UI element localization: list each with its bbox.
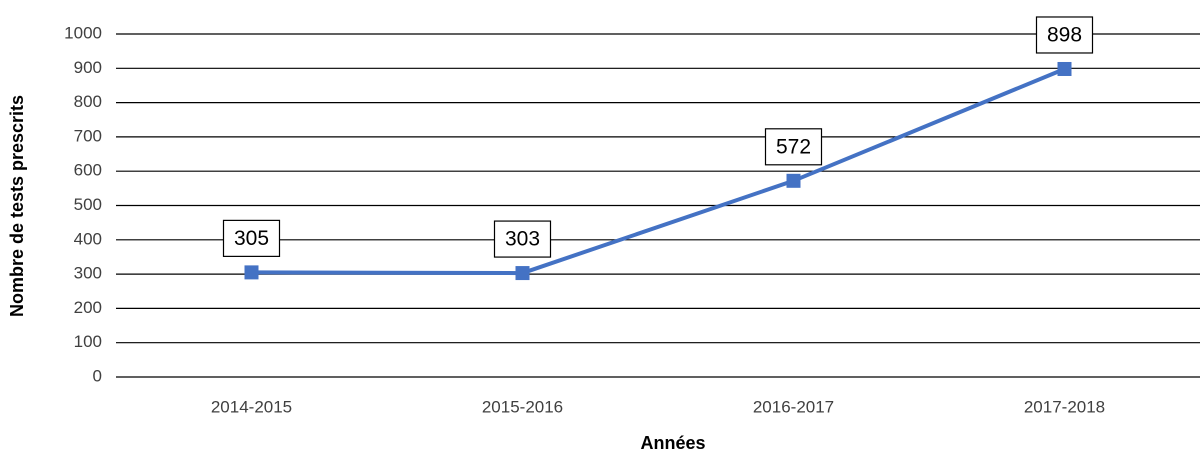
y-tick-label: 100 bbox=[74, 332, 102, 351]
y-tick-label: 1000 bbox=[64, 23, 102, 42]
data-label-box bbox=[1035, 16, 1094, 54]
data-label: 303 bbox=[505, 228, 540, 251]
y-tick-label: 200 bbox=[74, 298, 102, 317]
x-tick-label: 2014-2015 bbox=[211, 397, 292, 416]
x-axis-title: Années bbox=[640, 433, 705, 453]
y-tick-label: 400 bbox=[74, 229, 102, 248]
data-point bbox=[786, 173, 801, 188]
y-tick-label: 900 bbox=[74, 58, 102, 77]
data-line bbox=[251, 67, 1066, 276]
y-axis-title: Nombre de tests prescrits bbox=[7, 95, 27, 317]
data-label-box bbox=[222, 219, 281, 257]
y-tick-label: 300 bbox=[74, 264, 102, 283]
y-tick-label: 0 bbox=[93, 366, 102, 385]
x-tick-label: 2015-2016 bbox=[482, 397, 563, 416]
y-tick-label: 800 bbox=[74, 92, 102, 111]
data-label-box bbox=[764, 128, 823, 166]
data-label-box bbox=[493, 220, 552, 258]
y-tick-label: 600 bbox=[74, 161, 102, 180]
data-label: 305 bbox=[234, 227, 269, 250]
y-tick-label: 700 bbox=[74, 126, 102, 145]
y-tick-label: 500 bbox=[74, 195, 102, 214]
data-label: 898 bbox=[1047, 24, 1082, 47]
x-tick-label: 2017-2018 bbox=[1024, 397, 1105, 416]
data-point bbox=[515, 266, 530, 281]
x-tick-label: 2016-2017 bbox=[753, 397, 834, 416]
data-label: 572 bbox=[776, 135, 811, 158]
data-point bbox=[1057, 61, 1072, 76]
data-point bbox=[244, 265, 259, 280]
